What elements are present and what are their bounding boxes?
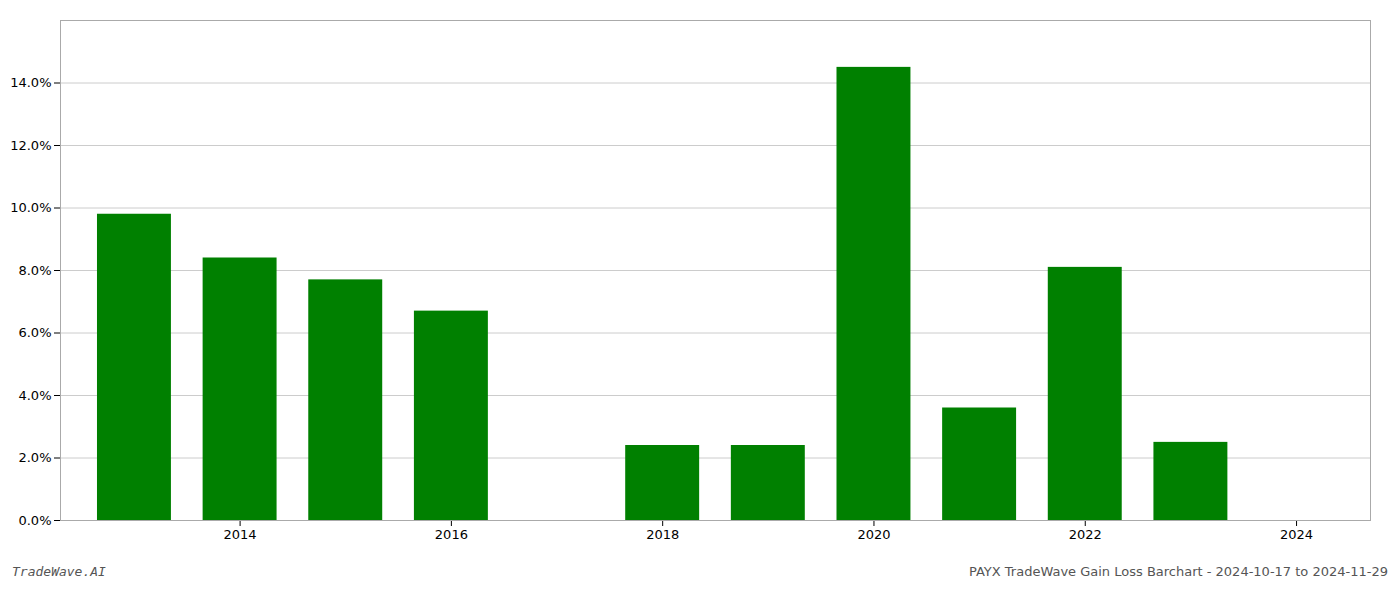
svg-text:2018: 2018 (646, 527, 679, 542)
svg-text:0.0%: 0.0% (18, 513, 51, 528)
svg-text:8.0%: 8.0% (18, 263, 51, 278)
svg-text:6.0%: 6.0% (18, 325, 51, 340)
svg-text:2016: 2016 (435, 527, 468, 542)
svg-text:2022: 2022 (1069, 527, 1102, 542)
svg-text:2014: 2014 (224, 527, 257, 542)
svg-text:2024: 2024 (1280, 527, 1313, 542)
svg-text:10.0%: 10.0% (10, 200, 51, 215)
svg-text:12.0%: 12.0% (10, 138, 51, 153)
svg-text:2020: 2020 (857, 527, 890, 542)
html-text:TradeWave.AI: TradeWave.AI (12, 564, 106, 579)
svg-text:14.0%: 14.0% (10, 75, 51, 90)
svg-text:4.0%: 4.0% (18, 388, 51, 403)
html-text:PAYX TradeWave Gain Loss Barch: PAYX TradeWave Gain Loss Barchart - 2024… (968, 564, 1388, 579)
svg-text:2.0%: 2.0% (18, 450, 51, 465)
